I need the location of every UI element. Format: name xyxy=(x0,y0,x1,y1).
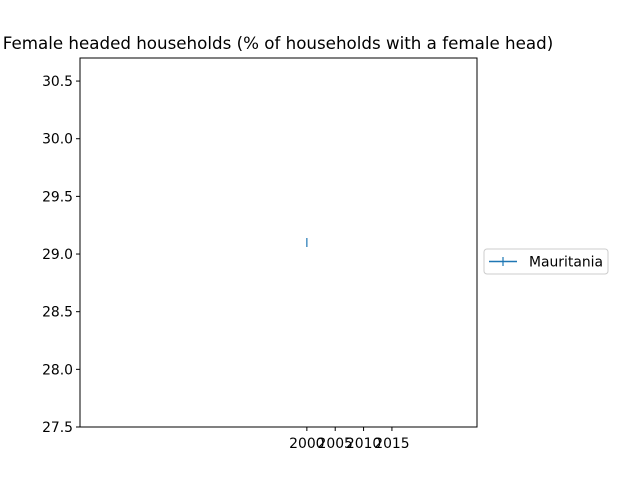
x-tick-label: 2005 xyxy=(318,436,353,452)
plot-area xyxy=(79,57,478,428)
legend-label-mauritania: Mauritania xyxy=(529,255,603,271)
chart-title: Female headed households (% of household… xyxy=(3,33,553,53)
y-tick-label: 28.0 xyxy=(42,362,73,378)
y-axis: 27.5 28.0 28.5 29.0 29.5 30.0 30.5 xyxy=(42,74,80,436)
y-tick-label: 29.0 xyxy=(42,247,73,263)
legend: Mauritania xyxy=(483,248,609,275)
y-tick-label: 28.5 xyxy=(42,305,73,321)
x-tick-label: 2000 xyxy=(289,436,324,452)
legend-frame xyxy=(483,248,609,275)
x-tick-label: 2010 xyxy=(346,436,381,452)
y-tick-label: 30.5 xyxy=(42,74,73,90)
x-tick-label: 2015 xyxy=(374,436,409,452)
y-tick-label: 29.5 xyxy=(42,189,73,205)
y-tick-label: 27.5 xyxy=(42,420,73,436)
y-tick-label: 30.0 xyxy=(42,132,73,148)
